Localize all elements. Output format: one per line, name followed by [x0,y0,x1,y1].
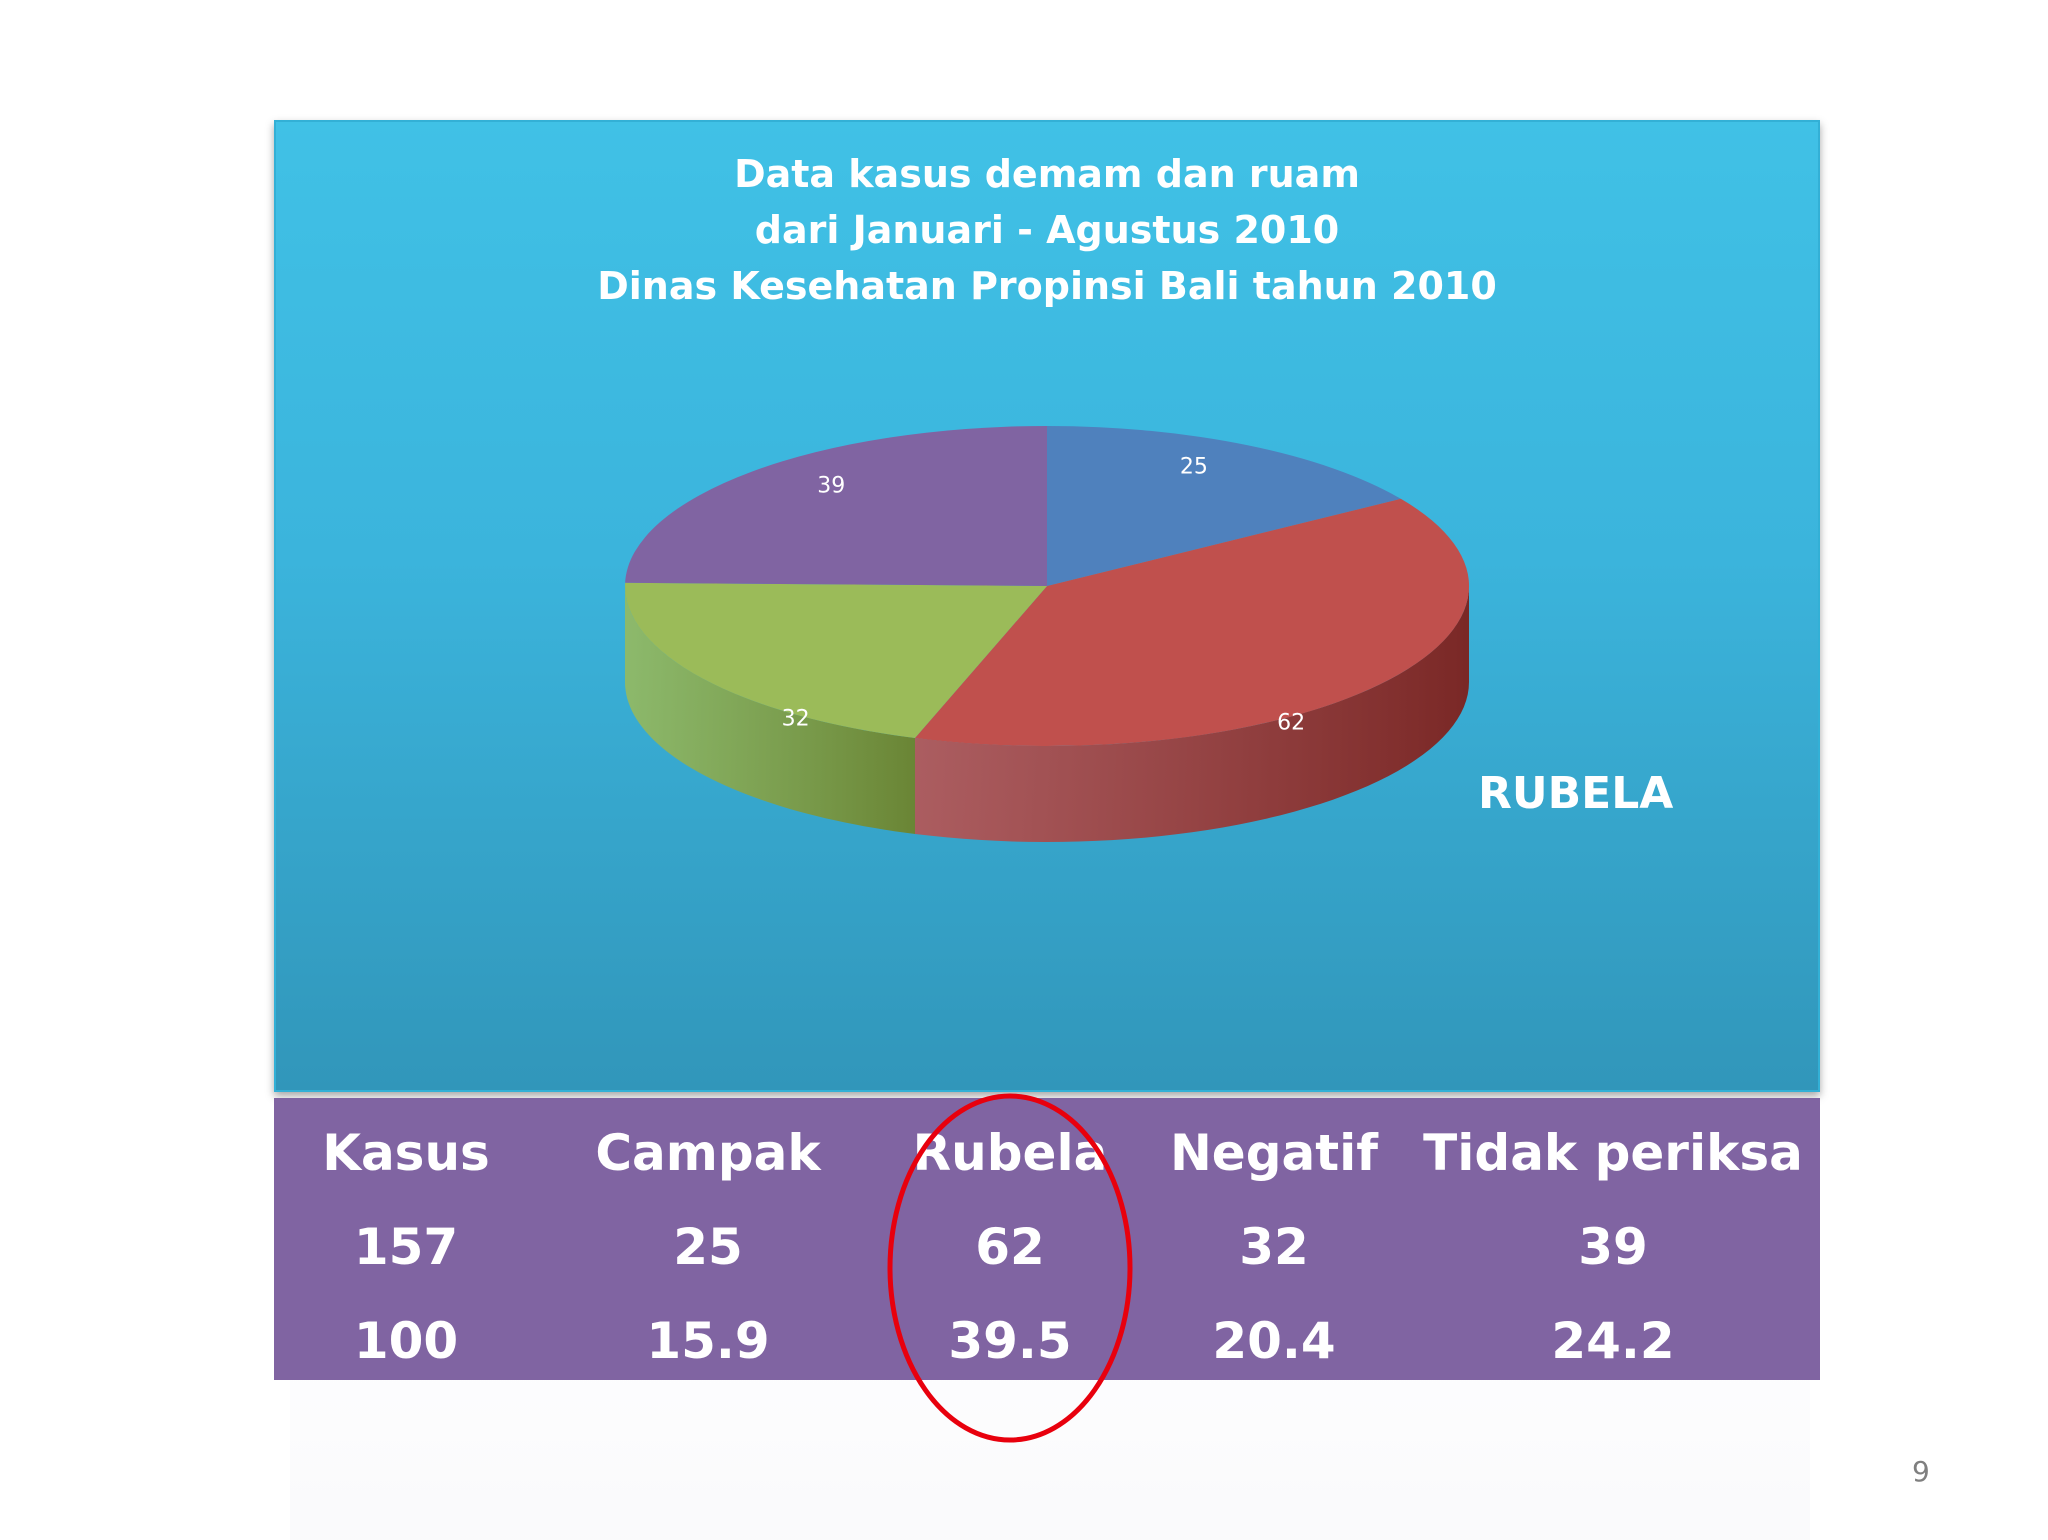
pie-sides [625,586,1469,842]
pie-label-campak: 25 [1180,454,1208,479]
cell-count-negatif: 32 [1239,1218,1309,1276]
slide-background [290,1380,1810,1540]
pie-slice-campak [1047,426,1401,586]
pie-side-rubela [915,586,1469,842]
chart-panel: Data kasus demam dan ruam dari Januari -… [274,120,1820,1092]
header-rubela: Rubela [912,1124,1108,1182]
pie-slice-tidak-periksa [625,426,1047,586]
header-negatif: Negatif [1169,1124,1379,1182]
pie-label-tidak-periksa: 39 [817,474,845,499]
pie-side-negatif [625,586,915,834]
pie-data-labels: 25 62 32 39 [782,454,1306,735]
header-tidak-periksa: Tidak periksa [1423,1124,1803,1182]
pie-label-rubela: 62 [1277,710,1305,735]
cell-count-tidak-periksa: 39 [1578,1218,1648,1276]
pie-slice-negatif [625,582,1047,738]
cell-count-kasus: 157 [353,1218,459,1276]
cell-count-campak: 25 [673,1218,743,1276]
chart-title-line-2: dari Januari - Agustus 2010 [754,208,1340,252]
cell-percent-negatif: 20.4 [1212,1312,1336,1370]
header-kasus: Kasus [322,1124,490,1182]
cell-percent-rubela: 39.5 [948,1312,1072,1370]
data-table: Kasus Campak Rubela Negatif Tidak periks… [274,1098,1820,1380]
header-campak: Campak [595,1124,821,1182]
pie-label-negatif: 32 [782,707,810,732]
page-number: 9 [1912,1455,1930,1488]
cell-percent-tidak-periksa: 24.2 [1551,1312,1675,1370]
rubela-callout: RUBELA [1478,768,1674,819]
pie-chart: 25 62 32 39 [625,426,1470,842]
chart-title-line-1: Data kasus demam dan ruam [734,152,1360,196]
cell-count-rubela: 62 [975,1218,1045,1276]
chart-title-line-3: Dinas Kesehatan Propinsi Bali tahun 2010 [597,264,1497,308]
cell-percent-campak: 15.9 [646,1312,770,1370]
cell-percent-kasus: 100 [353,1312,459,1370]
pie-top [625,426,1470,747]
pie-slice-rubela [915,498,1470,747]
chart-title: Data kasus demam dan ruam dari Januari -… [274,146,1820,314]
